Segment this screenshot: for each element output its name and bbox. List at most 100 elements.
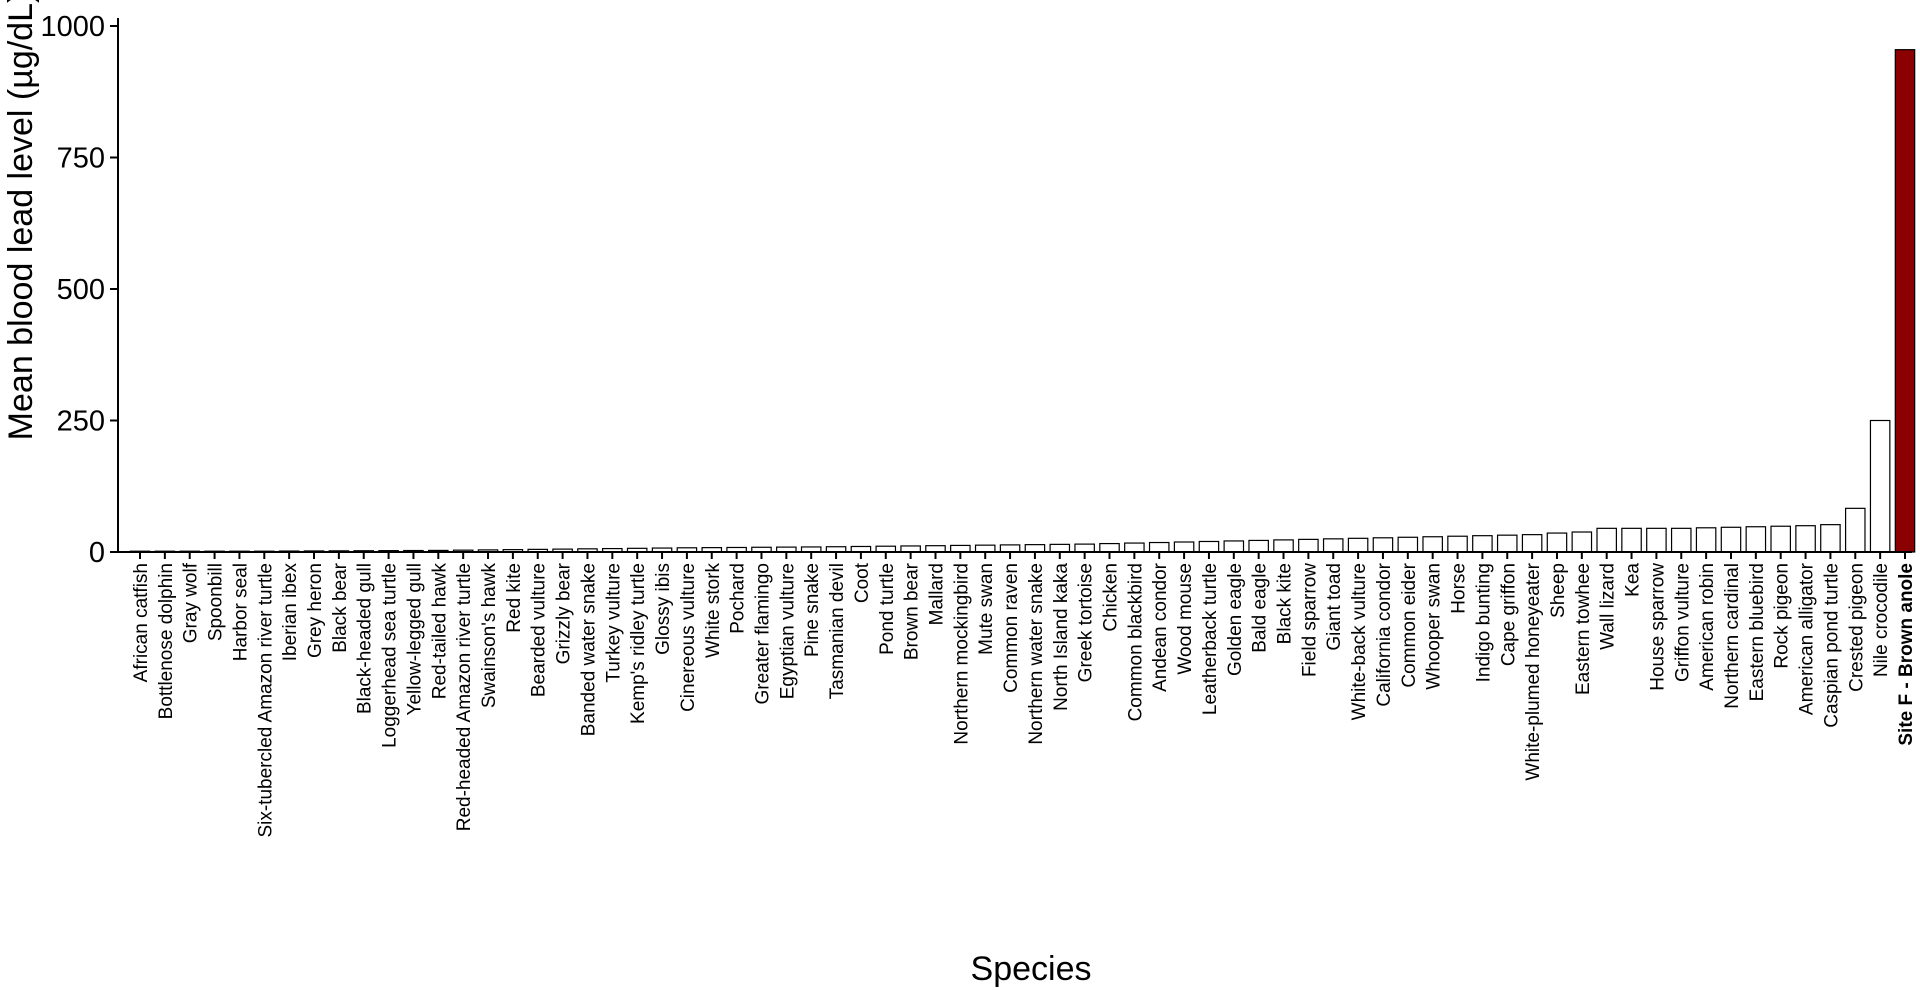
bar-north-island-kaka	[1049, 543, 1071, 553]
x-tick-label-eastern-towhee: Eastern towhee	[1573, 563, 1594, 695]
bar-mute-swan	[974, 544, 996, 553]
x-axis: African catfish Bottlenose dolphin Gray wo…	[118, 551, 1917, 838]
x-tick-label-rock-pigeon: Rock pigeon	[1772, 563, 1793, 669]
bar-wood-mouse	[1173, 541, 1195, 553]
x-tick-label-cape-griffon: Cape griffon	[1498, 563, 1519, 666]
bar-northern-cardinal	[1720, 526, 1742, 553]
x-tick-label-northern-water-snake: Northern water snake	[1026, 563, 1047, 745]
x-tick-label-whooper-swan: Whooper swan	[1424, 563, 1445, 690]
x-tick-label-greater-flamingo: Greater flamingo	[752, 563, 773, 705]
bar-california-condor	[1372, 537, 1394, 553]
bar-sheep	[1546, 532, 1568, 553]
x-tick-label-black-kite: Black kite	[1275, 563, 1296, 644]
x-tick-label-cinereous-vulture: Cinereous vulture	[678, 563, 699, 712]
x-tick-label-bearded-vulture: Bearded vulture	[529, 563, 550, 697]
x-tick-label-bald-eagle: Bald eagle	[1250, 563, 1271, 653]
x-tick-label-yellow-legged-gull: Yellow-legged gull	[404, 563, 425, 715]
x-tick-label-common-raven: Common raven	[1001, 563, 1022, 693]
x-tick-label-american-alligator: American alligator	[1797, 562, 1818, 715]
x-tick-label-common-blackbird: Common blackbird	[1125, 563, 1146, 721]
x-tick-label-house-sparrow: House sparrow	[1647, 563, 1668, 691]
x-tick-label-bottlenose-dolphin: Bottlenose dolphin	[156, 563, 177, 719]
x-tick-label-spoonbill: Spoonbill	[206, 563, 227, 641]
x-tick-label-field-sparrow: Field sparrow	[1299, 563, 1320, 677]
y-tick-label-250: 250	[57, 406, 105, 438]
x-tick-label-mute-swan: Mute swan	[976, 563, 997, 655]
bar-greek-tortoise	[1074, 543, 1095, 553]
bar-eastern-towhee	[1571, 531, 1593, 553]
x-tick-label-common-eider: Common eider	[1399, 562, 1420, 687]
x-tick-label-iberian-ibex: Iberian ibex	[280, 563, 301, 662]
bar-american-robin	[1695, 527, 1717, 553]
bar-rock-pigeon	[1770, 525, 1792, 553]
x-tick-label-indigo-bunting: Indigo bunting	[1473, 563, 1494, 682]
bar-caspian-pond-turtle	[1820, 524, 1841, 553]
x-tick-label-gray-wolf: Gray wolf	[181, 562, 202, 643]
x-tick-label-pond-turtle: Pond turtle	[877, 563, 898, 655]
bar-common-eider	[1397, 536, 1419, 553]
bar-eastern-bluebird	[1745, 526, 1767, 553]
bar-griffon-vulture	[1670, 527, 1692, 553]
bar-cape-griffon	[1496, 534, 1518, 553]
bars-layer	[129, 49, 1916, 553]
x-tick-label-kemp-s-ridley-turtle: Kemp's ridley turtle	[628, 563, 649, 724]
x-tick-label-banded-water-snake: Banded water snake	[578, 563, 599, 736]
bar-kea	[1621, 527, 1642, 553]
x-tick-label-northern-mockingbird: Northern mockingbird	[951, 563, 972, 745]
x-tick-label-american-robin: American robin	[1697, 563, 1718, 691]
x-tick-label-tasmanian-devil: Tasmanian devil	[827, 563, 848, 699]
x-tick-label-grey-heron: Grey heron	[305, 563, 326, 658]
x-tick-label-white-plumed-honeyeater: White-plumed honeyeater	[1523, 562, 1544, 780]
x-tick-label-white-stork: White stork	[703, 563, 724, 659]
x-tick-label-coot: Coot	[852, 562, 873, 603]
x-tick-label-greek-tortoise: Greek tortoise	[1076, 563, 1097, 682]
bar-common-raven	[999, 544, 1021, 553]
x-tick-label-andean-condor: Andean condor	[1150, 562, 1171, 692]
x-tick-label-loggerhead-sea-turtle: Loggerhead sea turtle	[380, 563, 401, 748]
x-tick-label-wall-lizard: Wall lizard	[1598, 563, 1619, 650]
bar-house-sparrow	[1646, 527, 1667, 553]
x-tick-label-chicken: Chicken	[1101, 563, 1122, 632]
bar-crested-pigeon	[1844, 507, 1866, 553]
x-tick-label-black-bear: Black bear	[330, 562, 351, 652]
x-tick-label-swainson-s-hawk: Swainson's hawk	[479, 563, 500, 709]
x-tick-label-black-headed-gull: Black-headed gull	[355, 563, 376, 714]
bar-golden-eagle	[1223, 540, 1245, 553]
bar-northern-water-snake	[1024, 544, 1046, 553]
bar-black-kite	[1273, 539, 1294, 553]
bar-horse	[1447, 535, 1468, 553]
x-tick-label-red-kite: Red kite	[504, 563, 525, 633]
x-tick-label-egyptian-vulture: Egyptian vulture	[777, 563, 798, 699]
y-tick-label-750: 750	[57, 143, 105, 175]
y-tick-label-0: 0	[89, 537, 105, 569]
x-tick-label-red-tailed-hawk: Red-tailed hawk	[429, 563, 450, 700]
x-tick-label-brown-bear: Brown bear	[902, 562, 923, 660]
bar-field-sparrow	[1298, 538, 1319, 553]
x-tick-label-leatherback-turtle: Leatherback turtle	[1200, 563, 1221, 715]
bar-giant-toad	[1322, 538, 1344, 553]
bar-white-back-vulture	[1347, 537, 1369, 553]
x-tick-label-crested-pigeon: Crested pigeon	[1846, 563, 1867, 692]
x-tick-label-golden-eagle: Golden eagle	[1225, 563, 1246, 676]
x-tick-label-horse: Horse	[1449, 563, 1470, 614]
x-tick-label-african-catfish: African catfish	[131, 563, 152, 682]
x-tick-label-kea: Kea	[1623, 563, 1644, 597]
y-tick-label-1000: 1000	[40, 11, 105, 43]
x-tick-label-eastern-bluebird: Eastern bluebird	[1747, 563, 1768, 701]
x-tick-label-six-tubercled-amazon-river-turtle: Six-tubercled Amazon river turtle	[255, 563, 276, 838]
bar-bald-eagle	[1248, 539, 1269, 553]
bar-american-alligator	[1795, 525, 1816, 553]
x-tick-label-wood-mouse: Wood mouse	[1175, 563, 1196, 675]
x-tick-label-mallard: Mallard	[926, 563, 947, 625]
x-tick-label-white-back-vulture: White-back vulture	[1349, 563, 1370, 720]
x-tick-label-pine-snake: Pine snake	[802, 563, 823, 657]
x-tick-label-nile-crocodile: Nile crocodile	[1871, 563, 1892, 677]
y-axis: 0 250 500 750 1000	[40, 11, 119, 569]
x-tick-label-sheep: Sheep	[1548, 563, 1569, 618]
bar-chicken	[1099, 542, 1120, 553]
bar-common-blackbird	[1124, 542, 1145, 553]
x-tick-label-north-island-kaka: North Island kaka	[1051, 563, 1072, 711]
bar-leatherback-turtle	[1198, 540, 1220, 553]
